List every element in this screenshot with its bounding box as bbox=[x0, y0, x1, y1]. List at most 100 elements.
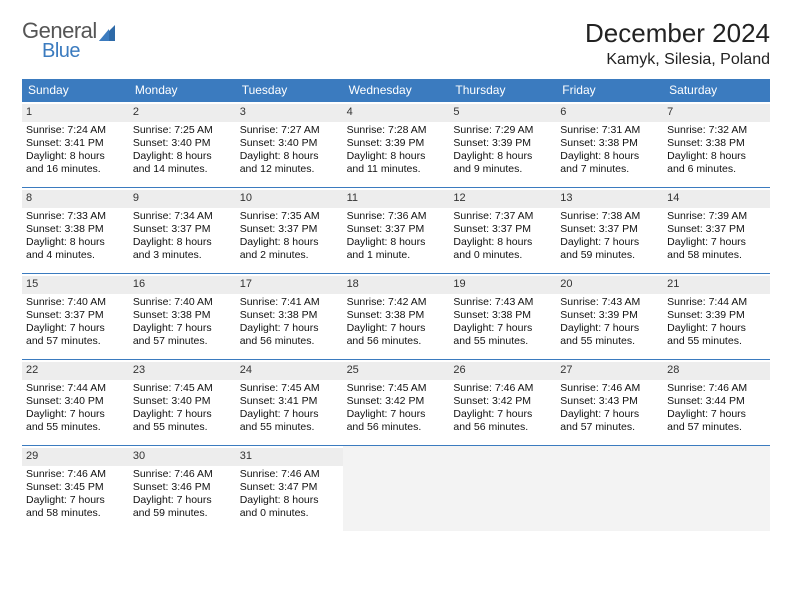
calendar-cell: 10Sunrise: 7:35 AMSunset: 3:37 PMDayligh… bbox=[236, 187, 343, 273]
calendar-cell: 19Sunrise: 7:43 AMSunset: 3:38 PMDayligh… bbox=[449, 273, 556, 359]
day-info-day1: Daylight: 8 hours bbox=[133, 236, 232, 249]
daynum-row: 24 bbox=[236, 362, 343, 380]
day-info-day1: Daylight: 8 hours bbox=[26, 150, 125, 163]
day-info-sunset: Sunset: 3:37 PM bbox=[240, 223, 339, 236]
day-info-day2: and 9 minutes. bbox=[453, 163, 552, 176]
day-info-sunset: Sunset: 3:38 PM bbox=[453, 309, 552, 322]
daynum-row: 13 bbox=[556, 190, 663, 208]
calendar-cell: 29Sunrise: 7:46 AMSunset: 3:45 PMDayligh… bbox=[22, 445, 129, 531]
day-info-day1: Daylight: 7 hours bbox=[667, 236, 766, 249]
daynum-row: 10 bbox=[236, 190, 343, 208]
calendar-cell: 14 Sunrise: 7:39 AMSunset: 3:37 PMDayligh… bbox=[663, 187, 770, 273]
calendar-cell: 25Sunrise: 7:45 AMSunset: 3:42 PMDayligh… bbox=[343, 359, 450, 445]
day-info-sunrise: Sunrise: 7:31 AM bbox=[560, 124, 659, 137]
day-info-sunset: Sunset: 3:37 PM bbox=[347, 223, 446, 236]
day-info-sunrise: Sunrise: 7:40 AM bbox=[26, 296, 125, 309]
day-info-sunrise: Sunrise: 7:43 AM bbox=[560, 296, 659, 309]
calendar-cell-empty bbox=[343, 445, 450, 531]
day-info-sunrise: Sunrise: 7:34 AM bbox=[133, 210, 232, 223]
weekday-header: Monday bbox=[129, 79, 236, 101]
weekday-header: Tuesday bbox=[236, 79, 343, 101]
logo-sail-icon bbox=[97, 23, 119, 50]
calendar-cell: 26Sunrise: 7:46 AMSunset: 3:42 PMDayligh… bbox=[449, 359, 556, 445]
calendar-cell: 3Sunrise: 7:27 AMSunset: 3:40 PMDaylight… bbox=[236, 101, 343, 187]
calendar-cell-empty bbox=[449, 445, 556, 531]
daynum-row: 27 bbox=[556, 362, 663, 380]
day-info-day2: and 0 minutes. bbox=[453, 249, 552, 262]
calendar-cell: 11Sunrise: 7:36 AMSunset: 3:37 PMDayligh… bbox=[343, 187, 450, 273]
day-info-day1: Daylight: 8 hours bbox=[26, 236, 125, 249]
day-info-day2: and 11 minutes. bbox=[347, 163, 446, 176]
daynum-row: 20 bbox=[556, 276, 663, 294]
day-info-sunrise: Sunrise: 7:39 AM bbox=[667, 210, 766, 223]
location-text: Kamyk, Silesia, Poland bbox=[585, 51, 770, 69]
calendar-cell: 12Sunrise: 7:37 AMSunset: 3:37 PMDayligh… bbox=[449, 187, 556, 273]
calendar-grid: SundayMondayTuesdayWednesdayThursdayFrid… bbox=[22, 79, 770, 531]
day-number: 29 bbox=[26, 450, 38, 462]
day-info-sunset: Sunset: 3:37 PM bbox=[667, 223, 766, 236]
daynum-row: 6 bbox=[556, 104, 663, 122]
day-info-day2: and 55 minutes. bbox=[560, 335, 659, 348]
day-info-day1: Daylight: 7 hours bbox=[26, 494, 125, 507]
brand-logo: General Blue bbox=[22, 18, 121, 67]
day-number: 16 bbox=[133, 278, 145, 290]
day-info-day2: and 57 minutes. bbox=[133, 335, 232, 348]
day-info-day2: and 55 minutes. bbox=[133, 421, 232, 434]
calendar-cell: 8Sunrise: 7:33 AMSunset: 3:38 PMDaylight… bbox=[22, 187, 129, 273]
day-info-sunrise: Sunrise: 7:42 AM bbox=[347, 296, 446, 309]
day-info-sunset: Sunset: 3:41 PM bbox=[26, 137, 125, 150]
day-info-sunrise: Sunrise: 7:45 AM bbox=[240, 382, 339, 395]
day-number: 5 bbox=[453, 106, 459, 118]
day-info-sunset: Sunset: 3:38 PM bbox=[26, 223, 125, 236]
day-number: 17 bbox=[240, 278, 252, 290]
day-info-sunset: Sunset: 3:37 PM bbox=[133, 223, 232, 236]
calendar-cell: 4Sunrise: 7:28 AMSunset: 3:39 PMDaylight… bbox=[343, 101, 450, 187]
day-info-day1: Daylight: 8 hours bbox=[240, 494, 339, 507]
day-info-day2: and 55 minutes. bbox=[240, 421, 339, 434]
weekday-header: Saturday bbox=[663, 79, 770, 101]
day-info-sunrise: Sunrise: 7:29 AM bbox=[453, 124, 552, 137]
day-info-day1: Daylight: 7 hours bbox=[240, 408, 339, 421]
daynum-row: 19 bbox=[449, 276, 556, 294]
day-info-sunset: Sunset: 3:38 PM bbox=[133, 309, 232, 322]
daynum-row: 9 bbox=[129, 190, 236, 208]
daynum-row: 30 bbox=[129, 448, 236, 466]
weekday-header: Thursday bbox=[449, 79, 556, 101]
day-info-day2: and 4 minutes. bbox=[26, 249, 125, 262]
day-info-day2: and 57 minutes. bbox=[560, 421, 659, 434]
day-number: 6 bbox=[560, 106, 566, 118]
day-info-sunrise: Sunrise: 7:40 AM bbox=[133, 296, 232, 309]
day-info-sunset: Sunset: 3:37 PM bbox=[560, 223, 659, 236]
day-info-day2: and 57 minutes. bbox=[26, 335, 125, 348]
day-info-sunset: Sunset: 3:38 PM bbox=[560, 137, 659, 150]
day-info-sunset: Sunset: 3:45 PM bbox=[26, 481, 125, 494]
day-info-day2: and 56 minutes. bbox=[240, 335, 339, 348]
header: General Blue December 2024 Kamyk, Silesi… bbox=[22, 18, 770, 69]
day-number: 9 bbox=[133, 192, 139, 204]
day-info-day2: and 3 minutes. bbox=[133, 249, 232, 262]
daynum-row: 29 bbox=[22, 448, 129, 466]
day-info-day2: and 58 minutes. bbox=[26, 507, 125, 520]
day-info-day1: Daylight: 7 hours bbox=[453, 408, 552, 421]
day-info-sunrise: Sunrise: 7:45 AM bbox=[133, 382, 232, 395]
day-number: 20 bbox=[560, 278, 572, 290]
day-info-day1: Daylight: 8 hours bbox=[667, 150, 766, 163]
day-number: 12 bbox=[453, 192, 465, 204]
day-number: 31 bbox=[240, 450, 252, 462]
daynum-row: 26 bbox=[449, 362, 556, 380]
calendar-cell: 7Sunrise: 7:32 AMSunset: 3:38 PMDaylight… bbox=[663, 101, 770, 187]
day-info-day1: Daylight: 8 hours bbox=[453, 150, 552, 163]
daynum-row: 18 bbox=[343, 276, 450, 294]
daynum-row: 31 bbox=[236, 448, 343, 466]
calendar-cell-empty bbox=[556, 445, 663, 531]
day-number: 15 bbox=[26, 278, 38, 290]
day-info-day1: Daylight: 7 hours bbox=[133, 408, 232, 421]
day-info-day1: Daylight: 8 hours bbox=[240, 236, 339, 249]
day-info-day2: and 59 minutes. bbox=[133, 507, 232, 520]
weekday-header: Sunday bbox=[22, 79, 129, 101]
calendar-cell: 13Sunrise: 7:38 AMSunset: 3:37 PMDayligh… bbox=[556, 187, 663, 273]
day-number: 14 bbox=[667, 192, 679, 204]
day-info-sunset: Sunset: 3:38 PM bbox=[667, 137, 766, 150]
calendar-cell: 6Sunrise: 7:31 AMSunset: 3:38 PMDaylight… bbox=[556, 101, 663, 187]
day-number: 18 bbox=[347, 278, 359, 290]
